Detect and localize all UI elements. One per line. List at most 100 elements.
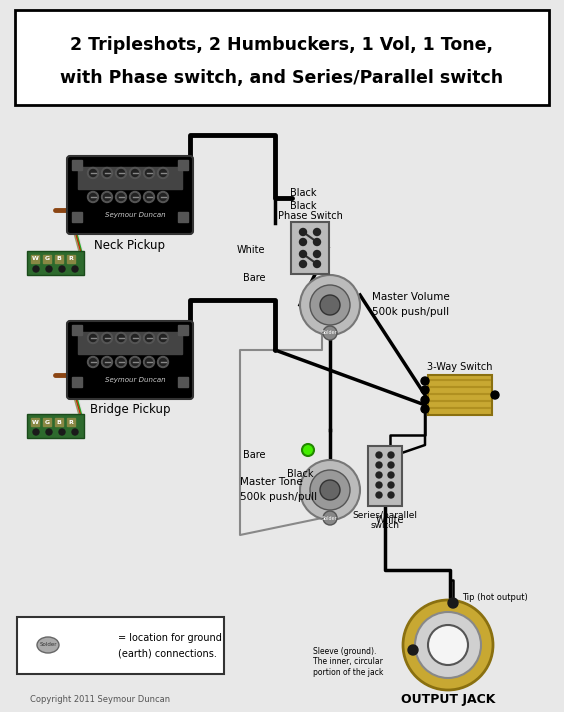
Circle shape xyxy=(146,169,152,177)
Text: B: B xyxy=(56,419,61,424)
Circle shape xyxy=(310,470,350,510)
Circle shape xyxy=(421,377,429,385)
Circle shape xyxy=(448,598,458,608)
Text: 3-Way Switch: 3-Way Switch xyxy=(428,362,493,372)
Text: Bridge Pickup: Bridge Pickup xyxy=(90,404,170,417)
Bar xyxy=(67,255,75,263)
Text: Tip (hot output): Tip (hot output) xyxy=(462,592,528,602)
Circle shape xyxy=(102,192,112,202)
Text: (earth) connections.: (earth) connections. xyxy=(118,648,217,658)
Text: = location for ground: = location for ground xyxy=(118,633,222,643)
Text: with Phase switch, and Series/Parallel switch: with Phase switch, and Series/Parallel s… xyxy=(60,69,504,87)
Circle shape xyxy=(104,169,111,177)
Circle shape xyxy=(160,359,166,365)
Circle shape xyxy=(87,333,99,343)
Text: Bare: Bare xyxy=(243,450,265,460)
Circle shape xyxy=(408,645,418,655)
Text: Bare: Bare xyxy=(243,273,265,283)
Circle shape xyxy=(320,480,340,500)
Circle shape xyxy=(104,359,111,365)
Text: Master Volume: Master Volume xyxy=(372,292,450,302)
Bar xyxy=(67,418,75,426)
Circle shape xyxy=(160,194,166,201)
Text: 2 Tripleshots, 2 Humbuckers, 1 Vol, 1 Tone,: 2 Tripleshots, 2 Humbuckers, 1 Vol, 1 To… xyxy=(70,36,494,54)
Circle shape xyxy=(90,335,96,342)
Text: Neck Pickup: Neck Pickup xyxy=(95,239,165,251)
Bar xyxy=(55,255,63,263)
Ellipse shape xyxy=(37,637,59,653)
Circle shape xyxy=(116,357,126,367)
Circle shape xyxy=(160,169,166,177)
Bar xyxy=(55,418,63,426)
Text: Series/parallel
switch: Series/parallel switch xyxy=(352,511,417,530)
Text: White: White xyxy=(376,515,404,525)
Circle shape xyxy=(314,229,320,236)
Circle shape xyxy=(314,261,320,268)
Circle shape xyxy=(300,275,360,335)
FancyBboxPatch shape xyxy=(27,251,84,275)
Circle shape xyxy=(299,239,306,246)
Circle shape xyxy=(102,357,112,367)
Circle shape xyxy=(143,167,155,179)
FancyBboxPatch shape xyxy=(17,617,224,674)
Text: Copyright 2011 Seymour Duncan: Copyright 2011 Seymour Duncan xyxy=(30,696,170,704)
Circle shape xyxy=(87,167,99,179)
Circle shape xyxy=(403,600,493,690)
Bar xyxy=(72,160,82,170)
Circle shape xyxy=(117,359,125,365)
Circle shape xyxy=(116,333,126,343)
Circle shape xyxy=(143,192,155,202)
Circle shape xyxy=(302,444,314,456)
Text: Solder: Solder xyxy=(322,515,338,520)
Bar xyxy=(178,325,188,335)
Text: R: R xyxy=(69,419,73,424)
Bar xyxy=(72,325,82,335)
Circle shape xyxy=(376,462,382,468)
Text: White: White xyxy=(236,245,265,255)
Circle shape xyxy=(146,359,152,365)
Circle shape xyxy=(421,386,429,394)
Circle shape xyxy=(376,482,382,488)
Circle shape xyxy=(320,295,340,315)
FancyBboxPatch shape xyxy=(27,414,84,438)
Circle shape xyxy=(87,357,99,367)
Circle shape xyxy=(59,429,65,435)
Bar xyxy=(72,377,82,387)
Circle shape xyxy=(102,167,112,179)
Circle shape xyxy=(299,229,306,236)
Circle shape xyxy=(415,612,481,678)
Circle shape xyxy=(33,266,39,272)
Bar xyxy=(78,167,182,189)
Circle shape xyxy=(90,359,96,365)
Bar xyxy=(43,255,51,263)
Circle shape xyxy=(130,333,140,343)
FancyBboxPatch shape xyxy=(67,321,193,399)
Bar xyxy=(31,255,39,263)
Circle shape xyxy=(146,194,152,201)
Circle shape xyxy=(146,335,152,342)
Circle shape xyxy=(157,192,169,202)
Bar xyxy=(43,418,51,426)
Text: W: W xyxy=(32,419,38,424)
Circle shape xyxy=(33,429,39,435)
Circle shape xyxy=(143,357,155,367)
Circle shape xyxy=(104,335,111,342)
Circle shape xyxy=(130,167,140,179)
Circle shape xyxy=(428,625,468,665)
Circle shape xyxy=(388,452,394,458)
Circle shape xyxy=(72,266,78,272)
Circle shape xyxy=(72,429,78,435)
Text: Sleeve (ground).
The inner, circular
portion of the jack: Sleeve (ground). The inner, circular por… xyxy=(313,647,384,677)
Circle shape xyxy=(376,492,382,498)
Circle shape xyxy=(117,335,125,342)
Circle shape xyxy=(116,192,126,202)
Bar xyxy=(78,332,182,354)
Circle shape xyxy=(323,511,337,525)
Circle shape xyxy=(130,357,140,367)
FancyBboxPatch shape xyxy=(67,156,193,234)
Circle shape xyxy=(46,429,52,435)
Circle shape xyxy=(131,335,139,342)
Circle shape xyxy=(388,492,394,498)
Circle shape xyxy=(59,266,65,272)
Circle shape xyxy=(157,357,169,367)
